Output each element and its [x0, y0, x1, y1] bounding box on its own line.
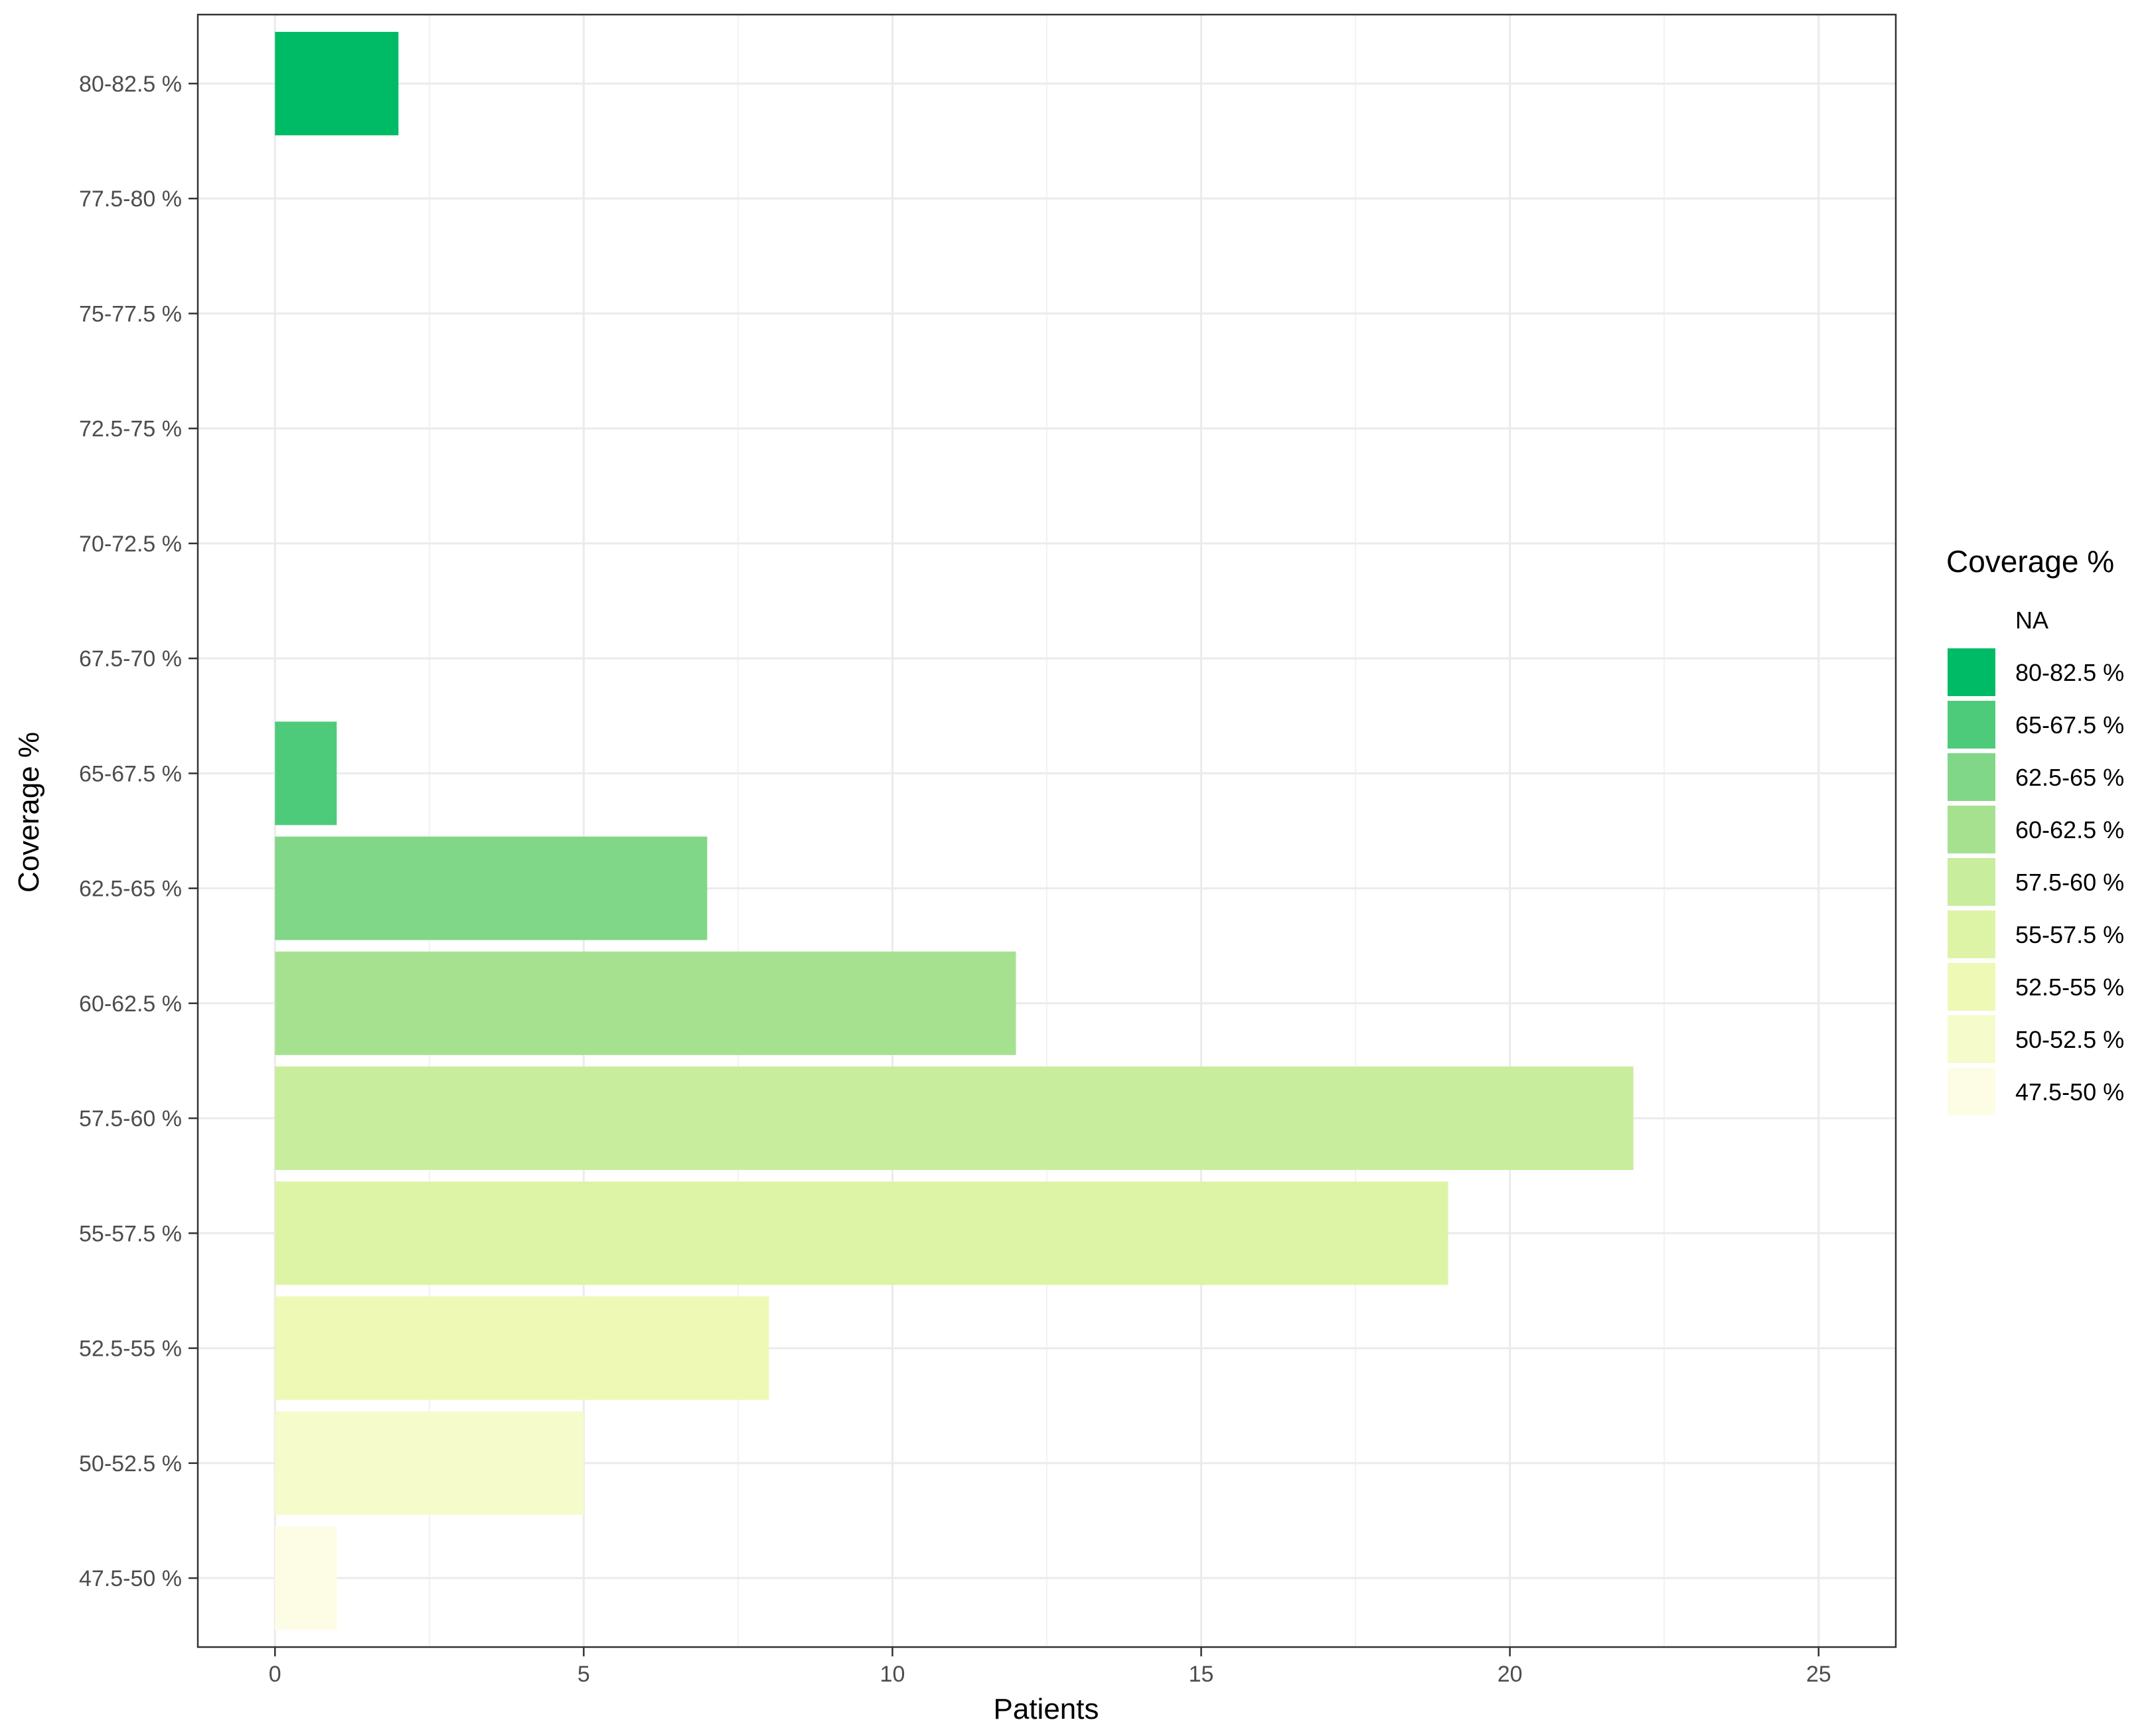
y-tick-label: 47.5-50 % [79, 1566, 182, 1591]
legend-label: 62.5-65 % [2015, 764, 2124, 791]
plot-panel-border [196, 13, 1897, 1648]
y-tick-label: 57.5-60 % [79, 1106, 182, 1131]
y-tick-label: 60-62.5 % [79, 991, 182, 1017]
x-axis-title: Patients [994, 1693, 1099, 1725]
bar [275, 1181, 1448, 1285]
legend-label: 57.5-60 % [2015, 869, 2124, 896]
x-tick-label: 10 [880, 1662, 905, 1687]
y-tick-label: 75-77.5 % [79, 301, 182, 326]
y-axis-title: Coverage % [13, 732, 45, 893]
bar [275, 1411, 584, 1515]
bar [275, 951, 1016, 1055]
legend-key [1948, 963, 1995, 1011]
y-tick-label: 70-72.5 % [79, 532, 182, 557]
legend-label: 50-52.5 % [2015, 1026, 2124, 1053]
x-tick-label: 15 [1189, 1662, 1214, 1687]
bar [275, 1526, 337, 1630]
legend-key [1948, 648, 1995, 696]
bar [275, 1296, 769, 1400]
legend-label: 65-67.5 % [2015, 711, 2124, 739]
legend-key [1948, 701, 1995, 749]
bar [275, 31, 399, 135]
legend-key [1948, 806, 1995, 853]
legend-label: 55-57.5 % [2015, 921, 2124, 948]
y-tick-label: 80-82.5 % [79, 72, 182, 97]
legend-title: Coverage % [1946, 544, 2114, 579]
x-tick-label: 0 [269, 1662, 281, 1687]
bar [275, 836, 708, 940]
legend-label: 80-82.5 % [2015, 659, 2124, 686]
y-tick-label: 52.5-55 % [79, 1337, 182, 1362]
x-tick-label: 20 [1498, 1662, 1523, 1687]
y-tick-label: 62.5-65 % [79, 877, 182, 902]
y-tick-label: 67.5-70 % [79, 646, 182, 672]
x-axis-ticks: 0 5 10 15 20 25 [269, 1647, 1831, 1687]
legend-label: 52.5-55 % [2015, 974, 2124, 1001]
x-tick-label: 25 [1806, 1662, 1831, 1687]
legend-label: NA [2015, 607, 2048, 634]
y-tick-label: 77.5-80 % [79, 186, 182, 212]
x-tick-label: 5 [578, 1662, 590, 1687]
y-axis-ticks: 80-82.5 % 77.5-80 % 75-77.5 % 72.5-75 % 70-7… [79, 72, 198, 1591]
legend-key [1948, 1068, 1995, 1116]
y-tick-label: 50-52.5 % [79, 1451, 182, 1477]
bars [275, 31, 1634, 1630]
legend-key [1948, 753, 1995, 801]
y-tick-label: 72.5-75 % [79, 417, 182, 442]
bar [275, 721, 337, 826]
legend-key [1948, 910, 1995, 958]
y-tick-label: 55-57.5 % [79, 1221, 182, 1246]
legend: Coverage % NA 80-82.5 % 65-67.5 % 62.5-65 %… [1946, 544, 2124, 1116]
legend-label: 60-62.5 % [2015, 816, 2124, 843]
legend-key [1948, 1015, 1995, 1063]
legend-key [1948, 858, 1995, 906]
bar [275, 1066, 1634, 1171]
y-tick-label: 65-67.5 % [79, 761, 182, 786]
legend-label: 47.5-50 % [2015, 1078, 2124, 1106]
